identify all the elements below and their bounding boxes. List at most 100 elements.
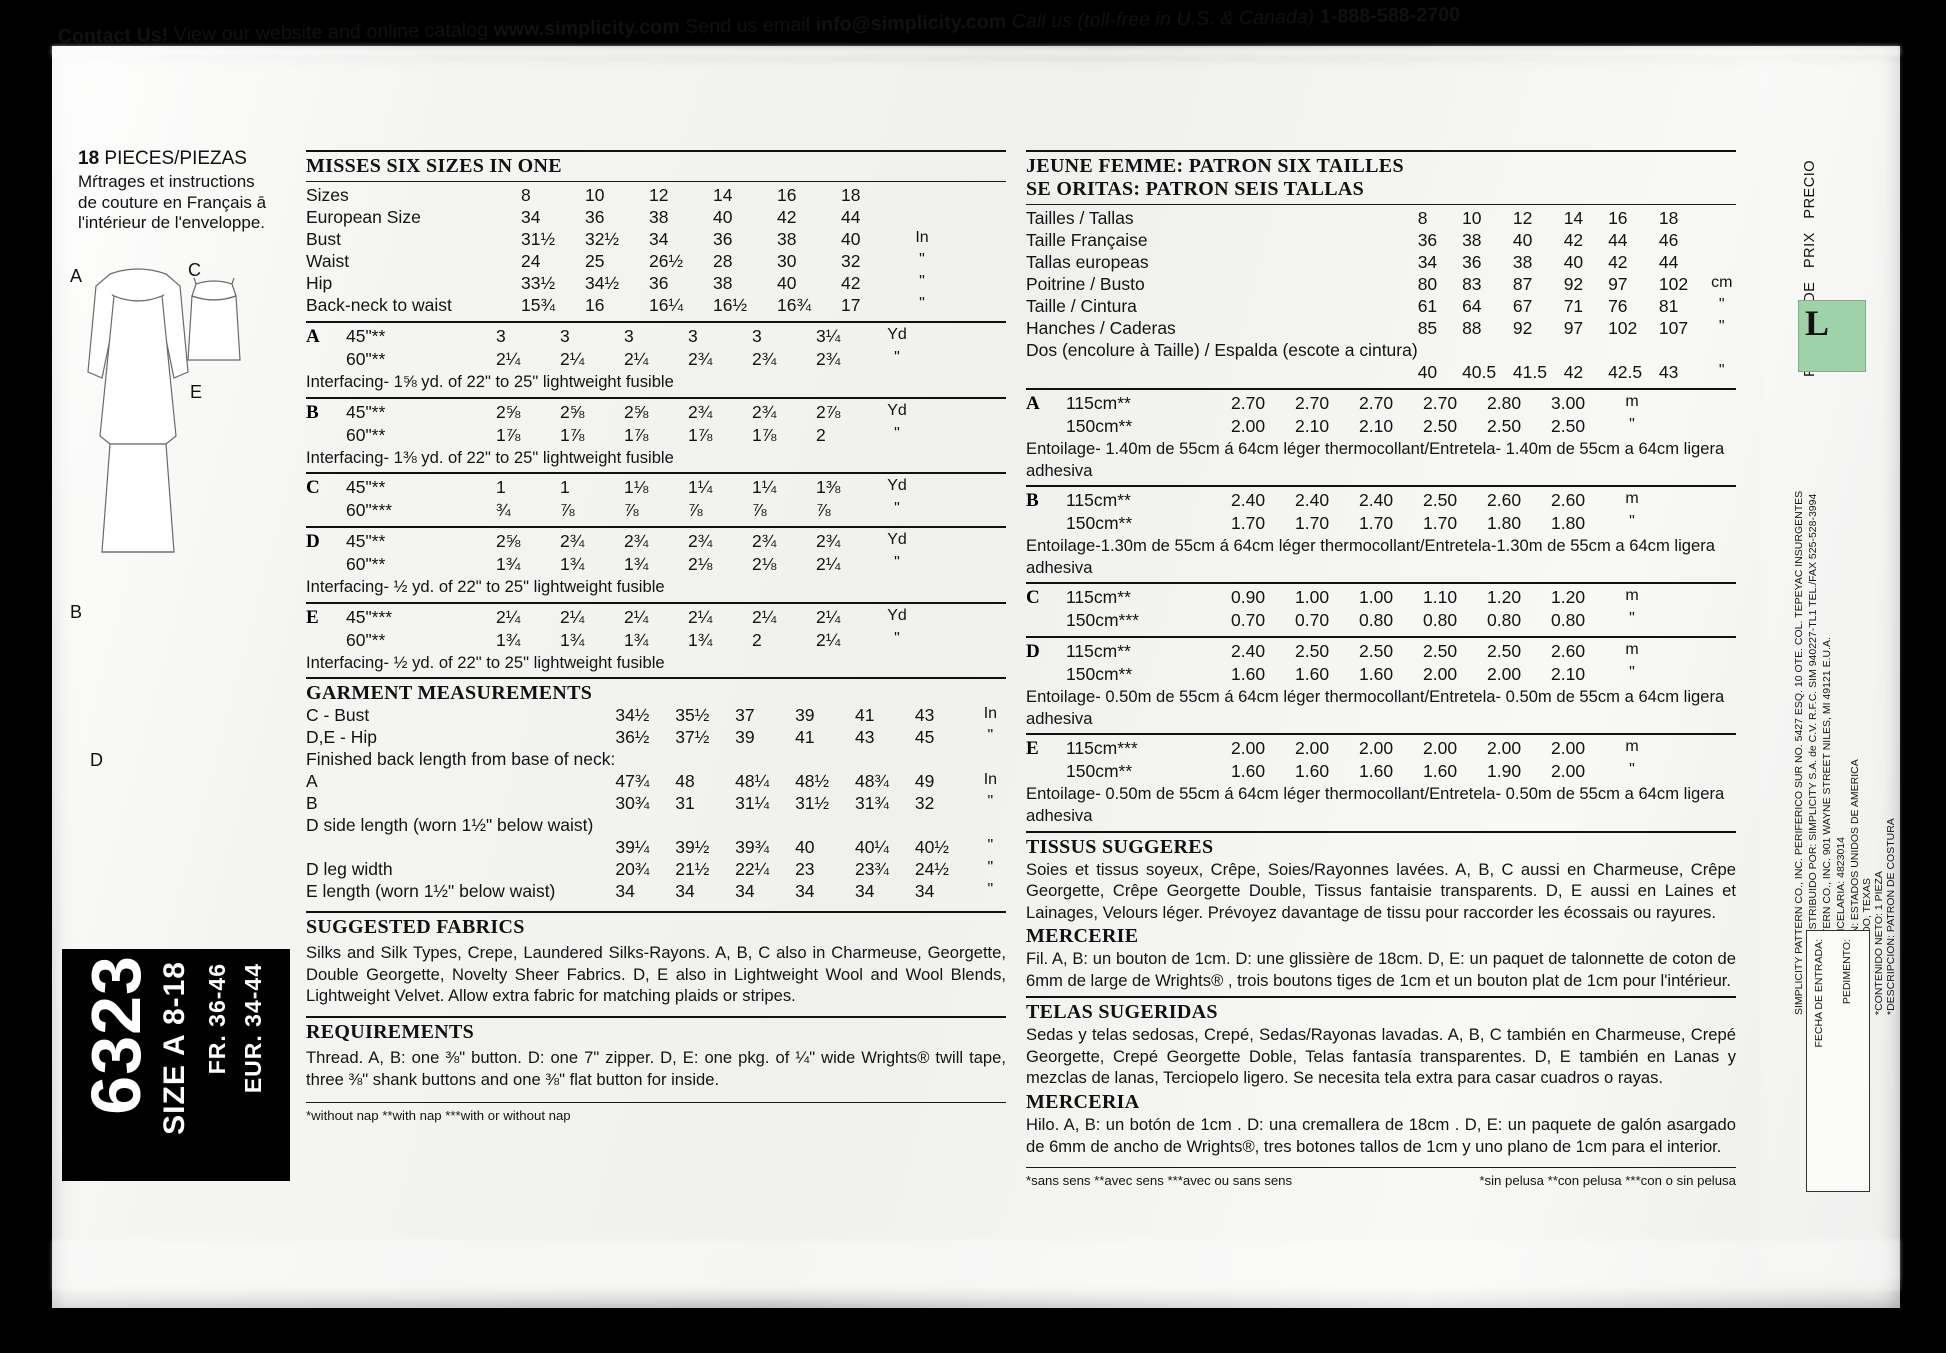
cell: 24½ [914,859,949,880]
cell: 34 [615,881,635,902]
cell: 42.5 [1608,362,1643,382]
unit-cell: m [1625,393,1639,410]
cell: 2.40 [1231,490,1266,511]
yardage-table: B 115cm** 2.40 2.40 2.40 2.50 2.60 2.60 m 150cm**… [1026,490,1649,535]
interfacing-note: Entoilage- 1.40m de 55cm á 64cm léger th… [1026,439,1725,480]
interfacing-note: Entoilage- 0.50m de 55cm á 64cm léger th… [1026,784,1725,825]
cell: 107 [1658,318,1689,338]
cell: 14 [713,185,733,205]
cell: 47¾ [615,771,650,792]
cell: 41.5 [1512,362,1547,382]
cell: 43 [914,705,935,726]
contact-us-label: Contact Us! [57,23,169,48]
cell: 40.5 [1462,362,1497,382]
unit-cell [975,815,1006,837]
cell: 33½ [521,273,556,293]
unit-cell: " [1629,610,1635,628]
size-eur: EUR. 34-44 [240,963,266,1094]
view-letter: E [306,606,319,628]
yardage-tables: A 45"** 3 3 3 3 3 3¼ Yd 60"** 2¼ 2¼ 2¼ 2¾ 2¾ 2¾ " Interfa… [306,321,1006,673]
cell: 26½ [649,251,684,271]
cell: 16½ [713,295,748,315]
cell: 41 [795,727,815,748]
cell: 38 [777,229,797,249]
cell: 2¼ [496,349,521,369]
cell: 2⅝ [560,401,585,422]
table-row: Taille Française 36 38 40 42 44 46 [1026,230,1736,252]
footnote-es: *sin pelusa **con pelusa ***con o sin pe… [1479,1173,1736,1189]
price-code-label-fr: PRIX [1802,232,1818,269]
footnote-left: *without nap **with nap ***with or witho… [306,1108,571,1124]
cell [795,749,855,771]
cell: 2¾ [752,349,777,369]
fabric-width: 45"** [346,326,386,346]
cell: 1.60 [1295,664,1330,685]
legal-line-4: FRACCION ARANCELARIA: 4823014 [1835,837,1847,1015]
fabric-width: 150cm** [1066,761,1133,782]
cell: 32½ [585,229,620,249]
yardage-section: B 45"** 2⅝ 2⅝ 2⅝ 2¾ 2¾ 2⅞ Yd 60"** 1⅞ 1⅞ 1⅞ 1⅞ 1⅞ 2 " Int… [306,396,1006,469]
row-label: E length (worn 1½" below waist) [306,881,556,902]
cell: 71 [1563,296,1584,316]
fabric-width: 45"** [346,401,386,422]
cell: 2.70 [1231,393,1266,413]
fabric-width: 60"** [346,424,386,445]
cell: 34½ [585,273,620,293]
cell: 16¾ [777,295,812,315]
unit-cell: " [1629,416,1635,433]
unit-cell [1708,340,1736,362]
table-row: Poitrine / Busto 80 83 87 92 97 102 cm [1026,274,1736,296]
cell: 1.20 [1551,587,1586,608]
cell: 42 [841,273,861,293]
cell: 28 [713,251,733,271]
cell: 22¼ [735,859,770,880]
mercerie-title: MERCERIE [1026,925,1139,948]
table-row: Dos (encolure à Taille) / Espalda (escot… [1026,340,1736,362]
phone-number: 1-888-588-2700 [1319,3,1461,28]
cell: 2¾ [560,531,585,552]
cell: 1.60 [1231,761,1266,782]
cell: 2¼ [816,629,841,650]
jeune-title-fr: JEUNE FEMME: PATRON SIX TAILLES [1026,155,1404,177]
view-letter: C [306,477,320,499]
cell: 41 [854,705,875,726]
cell: 2⅛ [688,554,713,575]
cell: 88 [1462,318,1482,338]
table-row: D side length (worn 1½" below waist) [306,815,1006,837]
cell: 1 [560,477,570,498]
cell: 40 [1512,230,1533,250]
cell: 1.80 [1487,513,1522,534]
cell: 97 [1608,274,1628,294]
cell: 0.80 [1487,610,1522,631]
cell: 1.60 [1359,664,1394,685]
cell: 1.60 [1295,761,1330,782]
pieces-label: PIECES/PIEZAS [104,148,247,169]
cell [675,815,735,837]
cell: 2.50 [1551,416,1586,436]
footnote-fr: *sans sens **avec sens ***avec ou sans s… [1026,1173,1293,1189]
cell: 2¼ [496,606,521,627]
legal-line-2: IMPORTADO Y DISTRIBUIDO POR: SIMPLICITY … [1807,493,1819,1015]
unit-cell [1708,208,1736,230]
cell: 16 [777,185,797,205]
email-address[interactable]: info@simplicity.com [815,10,1007,36]
cell: 2¼ [688,606,713,627]
website-url[interactable]: www.simplicity.com [493,15,680,41]
unit-cell: " [919,295,925,312]
table-row: 150cm** 2.00 2.10 2.10 2.50 2.50 2.50 " [1026,416,1649,438]
unit-cell: " [894,424,900,442]
cell: 2.00 [1295,738,1330,759]
cell: 2⅞ [816,401,841,422]
cell: 2¾ [688,349,713,369]
unit-cell: " [1629,664,1635,682]
pieces-info: 18 PIECES/PIEZAS Mŕtrages et instruction… [78,148,278,234]
cell: 1.00 [1295,587,1330,608]
cell: 39 [795,705,815,726]
cell: 3.00 [1551,393,1586,413]
cell: 40 [1417,362,1438,382]
cell: 43 [1658,362,1679,382]
cell: 18 [1658,208,1679,228]
cell: 48½ [795,771,830,792]
cell: 1¾ [560,629,585,650]
unit-cell [905,185,939,207]
